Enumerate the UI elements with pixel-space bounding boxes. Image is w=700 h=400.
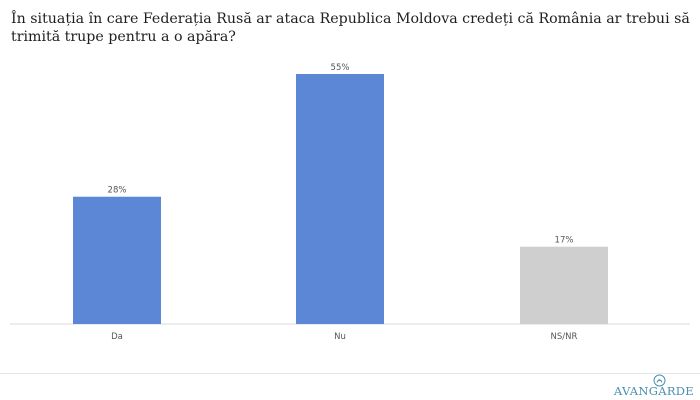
- category-label: NS/NR: [551, 332, 578, 342]
- data-label: 17%: [555, 236, 574, 246]
- footer-divider: [0, 373, 700, 374]
- bar-nu: [296, 74, 384, 324]
- chart-title: În situația în care Federația Rusă ar at…: [11, 11, 690, 45]
- bars-group: 28% Da 55% Nu 17% NS/NR: [73, 63, 608, 342]
- data-label: 28%: [108, 186, 127, 196]
- bar-ns-nr: [520, 246, 608, 324]
- logo-emblem-icon: [653, 374, 666, 387]
- category-label: Da: [111, 332, 123, 342]
- logo-text: AVANGARDE: [613, 384, 694, 398]
- category-label: Nu: [334, 332, 346, 342]
- bar-da: [73, 196, 161, 324]
- avangarde-logo: AVANGARDE: [604, 374, 694, 398]
- data-label: 55%: [331, 63, 350, 73]
